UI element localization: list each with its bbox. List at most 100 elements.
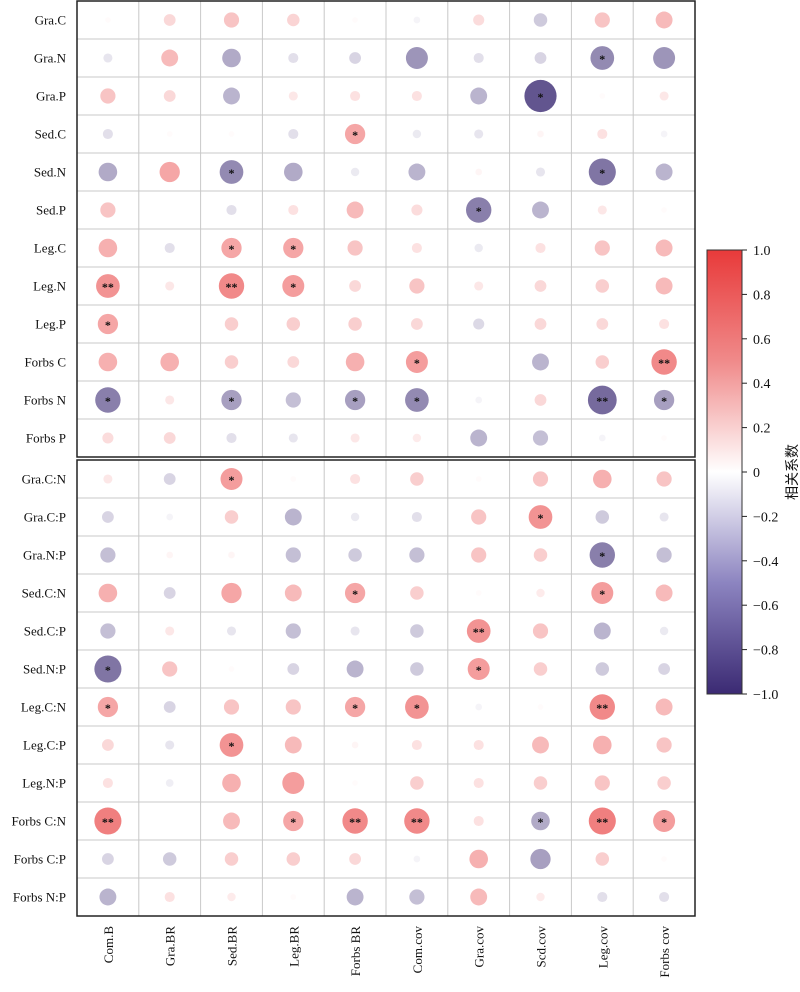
significance-marker: * xyxy=(229,473,235,487)
correlation-dot xyxy=(166,131,173,137)
correlation-dot xyxy=(285,392,301,408)
row-label: Leg.N:P xyxy=(22,776,66,791)
significance-marker: * xyxy=(229,739,235,753)
correlation-dot xyxy=(405,695,429,719)
significance-marker: * xyxy=(538,511,544,525)
correlation-dot xyxy=(163,587,176,599)
correlation-dot xyxy=(658,663,670,675)
correlation-dot xyxy=(348,548,362,562)
correlation-dot xyxy=(163,701,176,713)
correlation-dot xyxy=(102,853,114,865)
correlation-dot xyxy=(287,663,300,675)
column-label: Scd.cov xyxy=(534,926,549,968)
correlation-dot xyxy=(222,48,241,68)
correlation-dot xyxy=(656,737,672,753)
correlation-dot xyxy=(227,892,236,902)
significance-marker: * xyxy=(538,90,544,104)
correlation-dot xyxy=(288,91,298,101)
correlation-dot xyxy=(97,696,119,718)
correlation-dot xyxy=(532,471,549,487)
row-label: Sed.N xyxy=(34,165,67,180)
correlation-dot xyxy=(655,239,673,257)
significance-marker: * xyxy=(661,815,667,829)
correlation-dot xyxy=(282,275,305,297)
correlation-dot xyxy=(590,46,615,70)
significance-marker: * xyxy=(290,815,296,829)
correlation-dot xyxy=(651,349,677,375)
correlation-dot xyxy=(163,90,176,102)
correlation-dot xyxy=(412,433,422,443)
correlation-dot xyxy=(474,281,484,291)
colorbar-tick-label: 1.0 xyxy=(753,244,771,259)
correlation-dot xyxy=(593,469,612,489)
colorbar-tick-label: 0.2 xyxy=(753,422,771,437)
correlation-dot xyxy=(659,91,669,101)
significance-marker: * xyxy=(414,394,420,408)
correlation-dot xyxy=(661,207,667,213)
correlation-dot xyxy=(285,699,301,715)
correlation-dot xyxy=(223,699,240,715)
correlation-dot xyxy=(100,88,116,104)
significance-marker: ** xyxy=(411,815,423,829)
row-label: Sed.C:N xyxy=(22,586,67,601)
correlation-dot xyxy=(283,810,304,832)
significance-marker: ** xyxy=(349,815,361,829)
correlation-dot xyxy=(473,815,484,827)
correlation-dot xyxy=(103,474,113,484)
correlation-dot xyxy=(220,468,243,490)
row-label: Forbs P xyxy=(26,431,66,446)
correlation-dot xyxy=(594,775,610,791)
correlation-dot xyxy=(221,237,242,259)
correlation-dot xyxy=(660,130,668,138)
colorbar-tick-label: 0 xyxy=(753,466,760,481)
correlation-dot xyxy=(470,888,488,906)
correlation-dot xyxy=(160,352,179,372)
correlation-dot xyxy=(409,547,425,563)
correlation-dot xyxy=(344,123,366,145)
correlation-dot xyxy=(284,508,302,526)
correlation-dot xyxy=(473,52,484,64)
correlation-dot xyxy=(162,852,177,866)
correlation-dot xyxy=(595,852,610,866)
correlation-dot xyxy=(657,776,671,790)
correlation-dot xyxy=(166,551,174,559)
correlation-dot xyxy=(224,355,239,369)
correlation-dot xyxy=(285,547,301,563)
significance-marker: ** xyxy=(473,625,485,639)
significance-marker: ** xyxy=(226,280,238,294)
row-label: Sed.N:P xyxy=(23,662,66,677)
correlation-dot xyxy=(223,12,240,28)
correlation-dot xyxy=(164,891,175,903)
significance-marker: * xyxy=(229,166,235,180)
correlation-dot xyxy=(536,892,545,902)
correlation-dot xyxy=(524,79,557,113)
significance-marker: * xyxy=(414,701,420,715)
correlation-dot xyxy=(473,739,484,751)
correlation-dot xyxy=(282,772,305,794)
correlation-dot xyxy=(410,662,424,676)
correlation-dot xyxy=(167,818,173,824)
correlation-dot xyxy=(535,242,546,254)
correlation-dot xyxy=(95,387,121,413)
correlation-dot xyxy=(653,389,675,411)
column-labels: Com.B Gra.BR Sed.BR Leg.BR Forbs BR Com.cov Gr… xyxy=(101,926,672,978)
correlation-dot xyxy=(99,888,117,906)
column-label: Com.B xyxy=(101,926,116,964)
correlation-dot xyxy=(589,542,615,568)
column-label: Forbs BR xyxy=(348,926,363,977)
correlation-dot xyxy=(595,510,610,524)
correlation-dot xyxy=(655,277,673,295)
correlation-dot xyxy=(588,807,616,835)
correlation-dot xyxy=(410,472,424,486)
correlation-dot xyxy=(344,389,366,411)
correlation-dot xyxy=(661,435,667,441)
significance-marker: * xyxy=(229,242,235,256)
correlation-dot xyxy=(346,888,364,906)
correlation-dot xyxy=(228,131,235,137)
correlation-dot xyxy=(288,204,299,216)
correlation-dot xyxy=(228,551,235,559)
correlation-dot xyxy=(344,696,366,718)
correlation-dot xyxy=(476,359,482,365)
significance-marker: * xyxy=(352,701,358,715)
